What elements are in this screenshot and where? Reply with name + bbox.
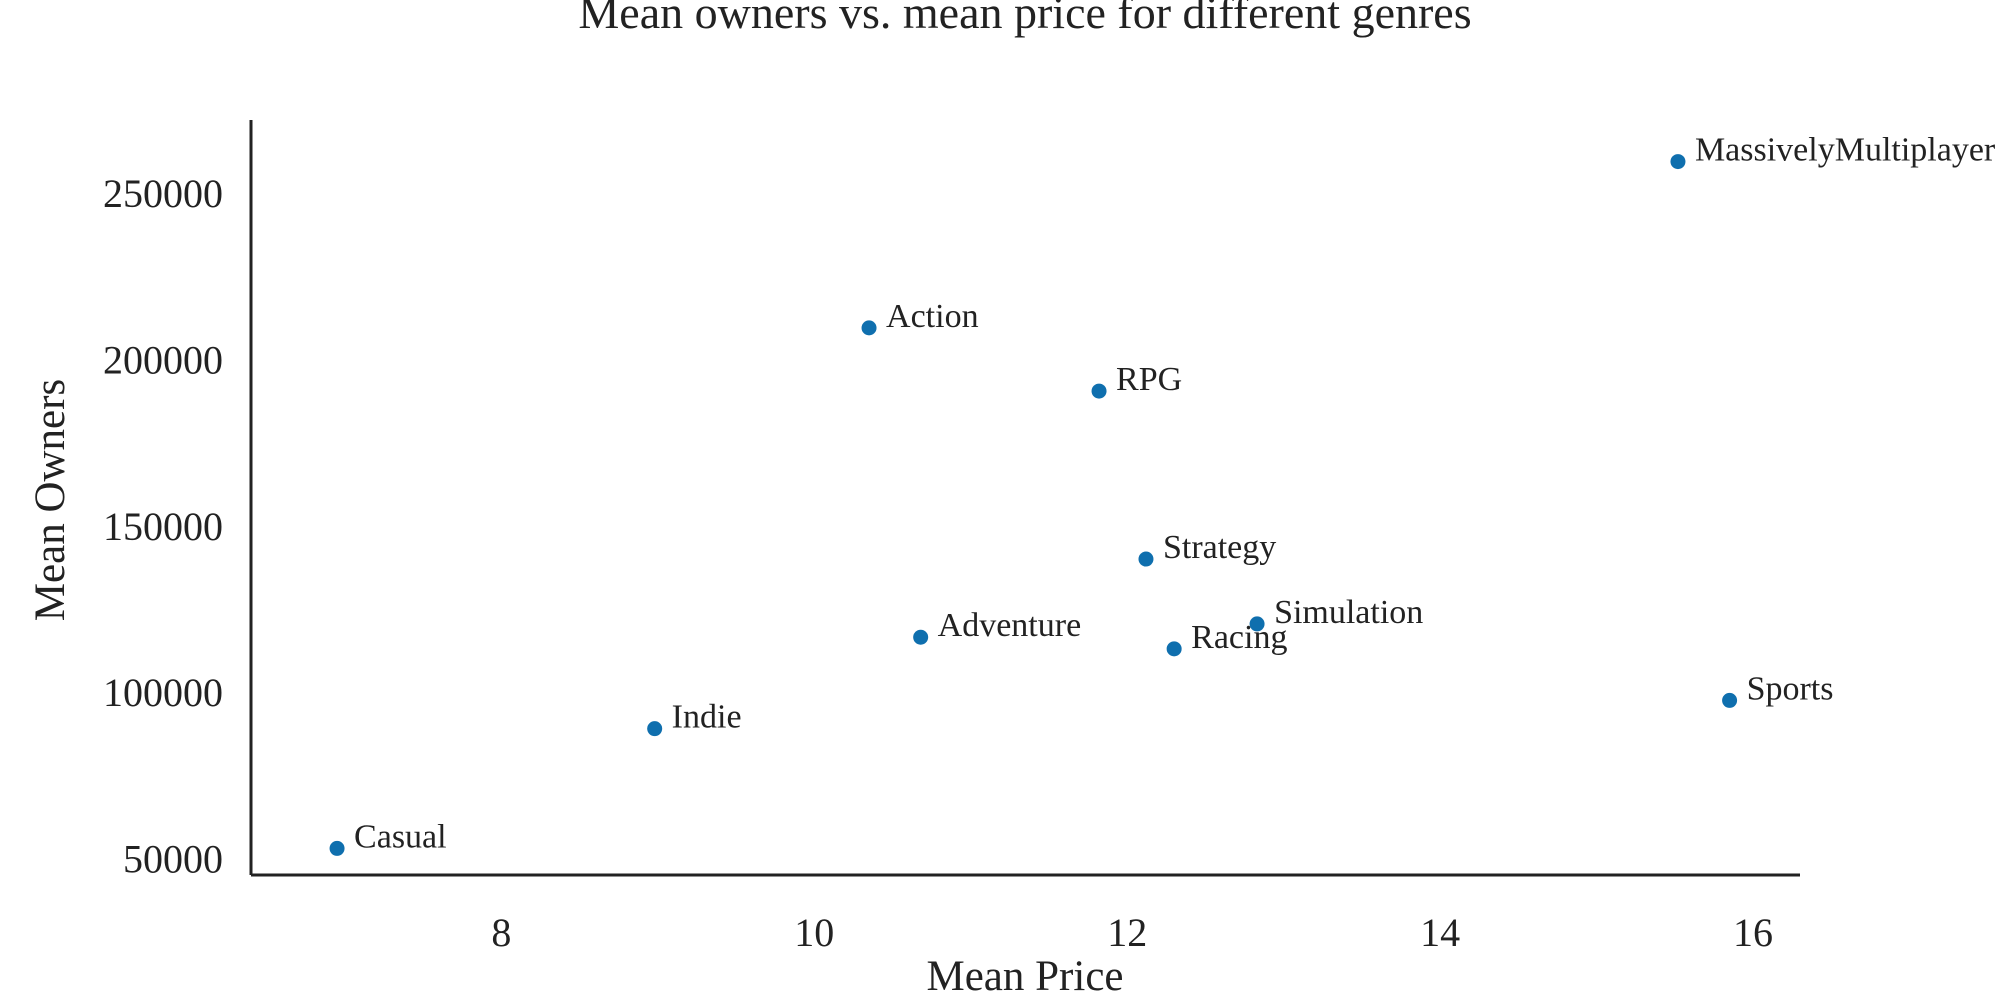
- axes: [249, 120, 1800, 877]
- data-point-label: RPG: [1116, 361, 1182, 398]
- data-points: [329, 154, 1738, 856]
- data-point-label: Adventure: [938, 607, 1082, 644]
- data-point: [1138, 551, 1154, 567]
- y-tick-label: 100000: [103, 670, 223, 715]
- data-point-label: Racing: [1191, 619, 1287, 656]
- data-point: [861, 320, 877, 336]
- data-point-label: Strategy: [1163, 529, 1276, 566]
- x-tick-label: 8: [491, 910, 511, 955]
- x-tick-label: 16: [1733, 910, 1773, 955]
- x-tick-labels: 8 10 12 14 16: [491, 910, 1773, 955]
- y-tick-label: 250000: [103, 171, 223, 216]
- data-point: [329, 840, 345, 856]
- y-tick-label: 50000: [123, 836, 223, 881]
- y-axis-label: Mean Owners: [27, 379, 74, 621]
- data-point: [1670, 154, 1686, 170]
- data-point-labels: MassivelyMultiplayer Action RPG Strategy Sim…: [354, 132, 1996, 856]
- y-tick-label: 200000: [103, 337, 223, 382]
- y-tick-labels: 50000 100000 150000 200000 250000: [103, 171, 223, 881]
- x-axis-label: Mean Price: [926, 953, 1123, 1000]
- data-point-label: Indie: [672, 699, 742, 736]
- data-point: [1249, 616, 1265, 632]
- data-point-label: Casual: [354, 818, 447, 855]
- x-tick-label: 10: [794, 910, 834, 955]
- data-point: [647, 721, 663, 737]
- data-point: [1091, 383, 1107, 399]
- data-point: [913, 629, 929, 645]
- data-point: [1166, 641, 1182, 657]
- data-point-label: Sports: [1747, 670, 1834, 707]
- chart-title: Mean owners vs. mean price for different…: [578, 0, 1471, 38]
- data-point-label: MassivelyMultiplayer: [1695, 132, 1996, 169]
- x-tick-label: 14: [1420, 910, 1460, 955]
- x-tick-label: 12: [1107, 910, 1147, 955]
- data-point: [1722, 692, 1738, 708]
- y-tick-label: 150000: [103, 504, 223, 549]
- data-point-label: Simulation: [1274, 594, 1423, 631]
- data-point-label: Action: [886, 298, 979, 335]
